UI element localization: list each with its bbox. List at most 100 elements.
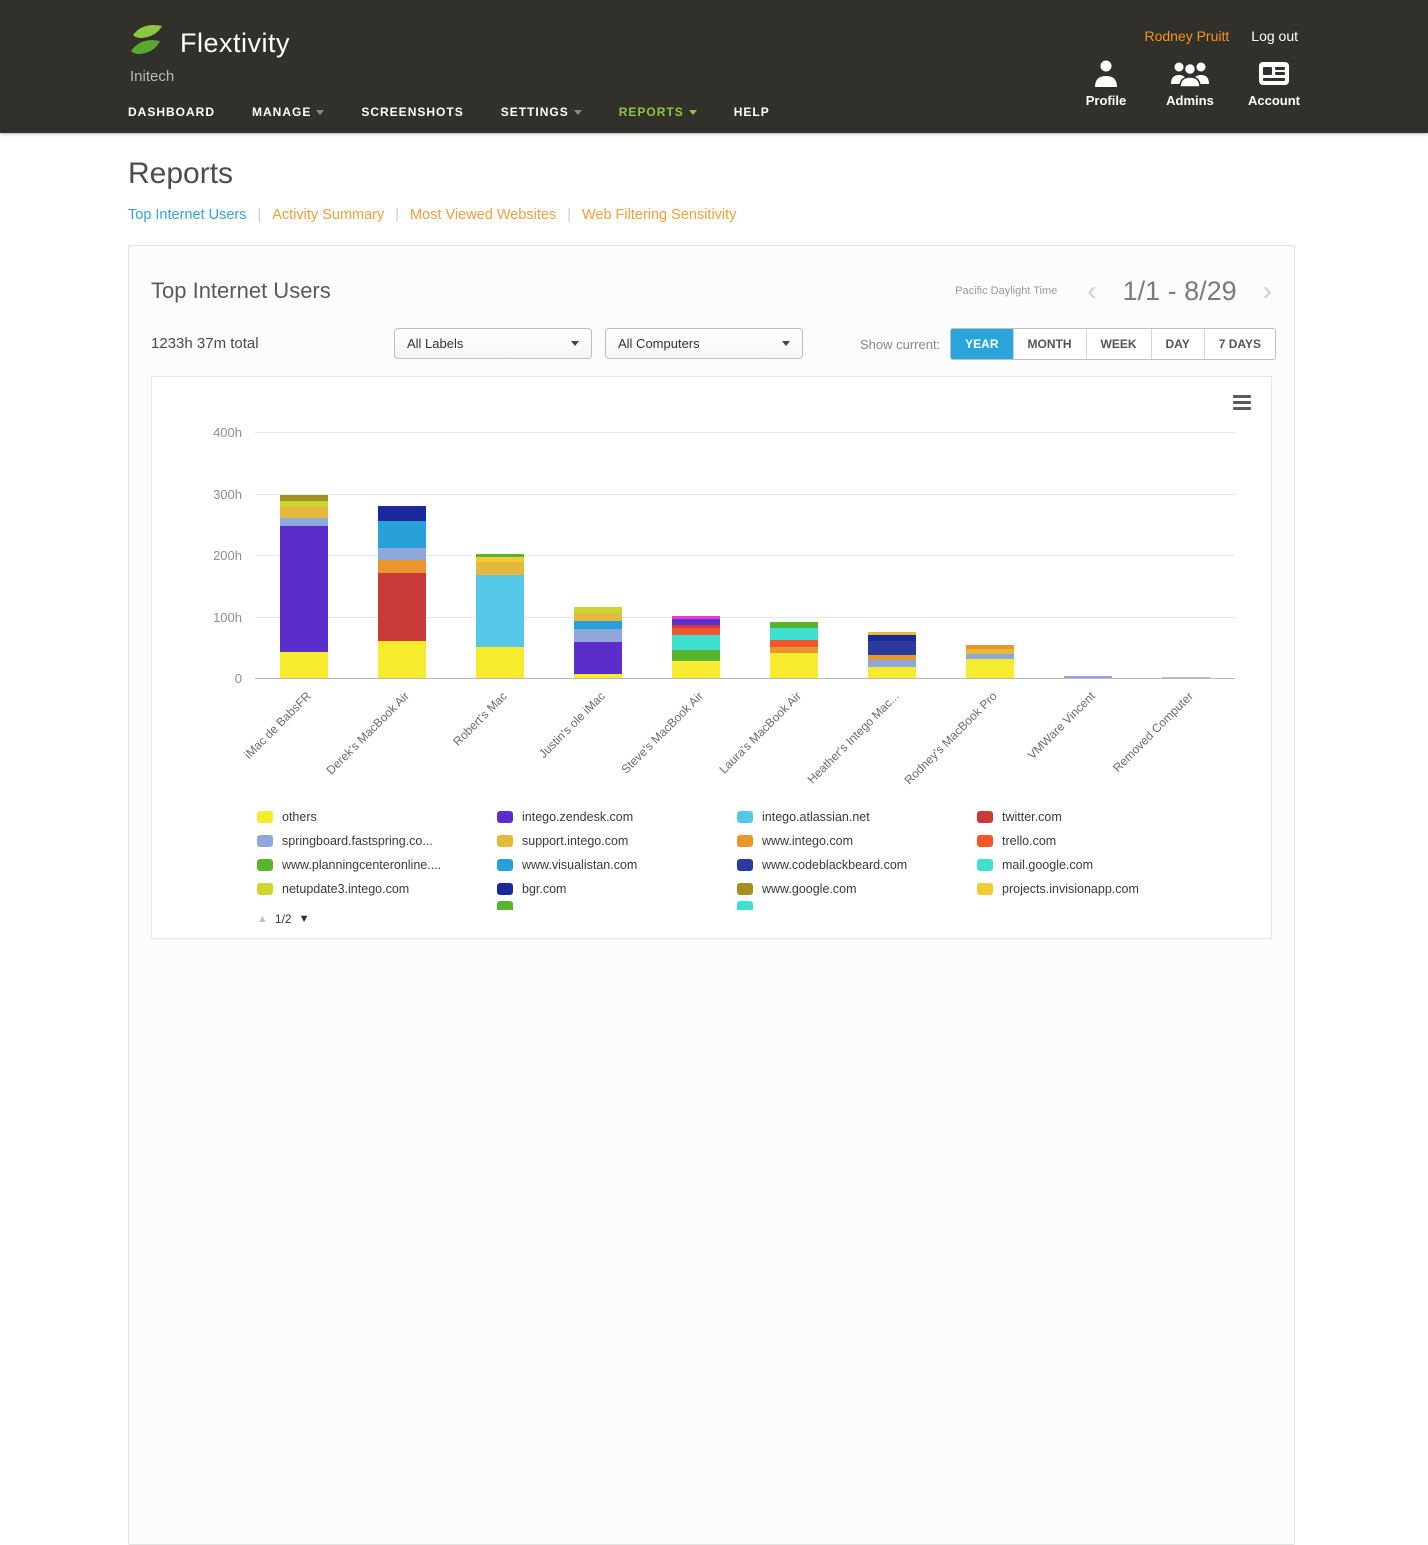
bar-segment-springboard-fastspring-co[interactable] bbox=[966, 654, 1014, 659]
chart-menu-icon[interactable] bbox=[1233, 395, 1251, 413]
bar-segment-springboard-fastspring-co[interactable] bbox=[1064, 676, 1112, 678]
profile-button[interactable]: Profile bbox=[1078, 58, 1134, 108]
logout-link[interactable]: Log out bbox=[1251, 28, 1298, 44]
bar-removed-computer[interactable] bbox=[1162, 677, 1210, 678]
bar-robert-s-mac[interactable] bbox=[476, 553, 524, 678]
bar-segment-www-intego-com[interactable] bbox=[966, 645, 1014, 650]
admins-button[interactable]: Admins bbox=[1162, 58, 1218, 108]
legend-up-arrow-icon[interactable]: ▲ bbox=[257, 913, 268, 925]
legend-down-arrow-icon[interactable]: ▼ bbox=[298, 913, 310, 925]
bar-segment-trello-com[interactable] bbox=[672, 628, 720, 635]
bar-segment-other[interactable] bbox=[1162, 677, 1210, 678]
legend-item-projects-invisionapp-com[interactable]: projects.invisionapp.com bbox=[977, 877, 1217, 901]
bar-segment-springboard-fastspring-co[interactable] bbox=[574, 629, 622, 643]
bar-segment-www-codeblackbeard-com[interactable] bbox=[868, 641, 916, 656]
bar-segment-www-visualistan-com[interactable] bbox=[378, 520, 426, 549]
nav-item-help[interactable]: HELP bbox=[733, 105, 770, 119]
bar-segment-bgr-com[interactable] bbox=[868, 634, 916, 642]
subnav-most-viewed-websites[interactable]: Most Viewed Websites bbox=[410, 207, 557, 223]
subnav-top-internet-users[interactable]: Top Internet Users bbox=[128, 207, 247, 223]
bar-segment-springboard-fastspring-co[interactable] bbox=[378, 548, 426, 560]
range-button-week[interactable]: WEEK bbox=[1085, 329, 1151, 359]
range-button-year[interactable]: YEAR bbox=[951, 329, 1013, 359]
bar-segment-projects-invisionapp-com[interactable] bbox=[476, 556, 524, 562]
bar-segment-others[interactable] bbox=[574, 674, 622, 678]
account-button[interactable]: Account bbox=[1246, 58, 1302, 108]
legend-item-intego-atlassian-net[interactable]: intego.atlassian.net bbox=[737, 805, 977, 829]
legend-item-www-codeblackbeard-com[interactable]: www.codeblackbeard.com bbox=[737, 853, 977, 877]
bar-segment-others[interactable] bbox=[476, 647, 524, 678]
legend-item-www-visualistan-com[interactable]: www.visualistan.com bbox=[497, 853, 737, 877]
bar-segment-others[interactable] bbox=[966, 658, 1014, 678]
subnav-activity-summary[interactable]: Activity Summary bbox=[272, 207, 385, 223]
bar-segment-www-planningcenteronline[interactable] bbox=[672, 649, 720, 662]
bar-vmware-vincent[interactable] bbox=[1064, 676, 1112, 678]
bar-segment-others[interactable] bbox=[868, 666, 916, 678]
labels-filter-select[interactable]: All Labels bbox=[394, 328, 592, 359]
bar-segment-mail-google-com[interactable] bbox=[770, 628, 818, 640]
chevron-left-icon[interactable]: ‹ bbox=[1087, 275, 1097, 306]
bar-segment-support-intego-com[interactable] bbox=[574, 613, 622, 622]
chevron-right-icon[interactable]: › bbox=[1262, 275, 1272, 306]
bar-justin-s-ole-imac[interactable] bbox=[574, 606, 622, 678]
bar-segment-netupdate3-intego-com[interactable] bbox=[574, 606, 622, 614]
legend-item-twitter-com[interactable]: twitter.com bbox=[977, 805, 1217, 829]
brand[interactable]: Flextivity bbox=[126, 22, 290, 65]
legend-item-trello-com[interactable]: trello.com bbox=[977, 829, 1217, 853]
legend-item-springboard-fastspring-co[interactable]: springboard.fastspring.co... bbox=[257, 829, 497, 853]
bar-segment-others[interactable] bbox=[280, 652, 328, 678]
bar-laura-s-macbook-air[interactable] bbox=[770, 621, 818, 678]
nav-item-screenshots[interactable]: SCREENSHOTS bbox=[361, 105, 464, 119]
bar-segment-support-intego-com[interactable] bbox=[476, 561, 524, 575]
nav-item-reports[interactable]: REPORTS bbox=[619, 105, 697, 119]
bar-segment-www-intego-com[interactable] bbox=[868, 655, 916, 661]
bar-segment-twitter-com[interactable] bbox=[378, 572, 426, 641]
bar-heather-s-intego-mac[interactable] bbox=[868, 631, 916, 678]
nav-item-manage[interactable]: MANAGE bbox=[252, 105, 325, 119]
bar-segment-others[interactable] bbox=[770, 653, 818, 678]
bar-segment-bgr-com[interactable] bbox=[378, 505, 426, 521]
legend-item-others[interactable]: others bbox=[257, 805, 497, 829]
bar-steve-s-macbook-air[interactable] bbox=[672, 615, 720, 678]
bar-segment-springboard-fastspring-co[interactable] bbox=[280, 518, 328, 527]
subnav-web-filtering-sensitivity[interactable]: Web Filtering Sensitivity bbox=[581, 207, 737, 223]
legend-item-www-google-com[interactable]: www.google.com bbox=[737, 877, 977, 901]
range-button-month[interactable]: MONTH bbox=[1012, 329, 1086, 359]
legend-item-www-planningcenteronline[interactable]: www.planningcenteronline.... bbox=[257, 853, 497, 877]
bar-segment-support-intego-com[interactable] bbox=[280, 507, 328, 519]
bar-imac-de-babsfr[interactable] bbox=[280, 494, 328, 678]
bar-segment-intego-zendesk-com[interactable] bbox=[574, 642, 622, 675]
bar-segment-support-intego-com[interactable] bbox=[966, 649, 1014, 655]
bar-segment-intego-atlassian-net[interactable] bbox=[476, 574, 524, 648]
bar-segment-www-intego-com[interactable] bbox=[378, 559, 426, 573]
range-button-7-days[interactable]: 7 DAYS bbox=[1203, 329, 1275, 359]
bar-segment-netupdate3-intego-com[interactable] bbox=[280, 500, 328, 508]
bar-segment-intego-zendesk-com[interactable] bbox=[280, 526, 328, 653]
bar-segment-other[interactable] bbox=[672, 615, 720, 619]
nav-item-settings[interactable]: SETTINGS bbox=[501, 105, 582, 119]
legend-item-support-intego-com[interactable]: support.intego.com bbox=[497, 829, 737, 853]
bar-segment-trello-com[interactable] bbox=[770, 639, 818, 647]
bar-segment-springboard-fastspring-co[interactable] bbox=[868, 660, 916, 667]
legend-item-netupdate3-intego-com[interactable]: netupdate3.intego.com bbox=[257, 877, 497, 901]
bar-segment-www-planningcenteronline[interactable] bbox=[476, 553, 524, 557]
legend-item-mail-google-com[interactable]: mail.google.com bbox=[977, 853, 1217, 877]
nav-item-dashboard[interactable]: DASHBOARD bbox=[128, 105, 215, 119]
bar-rodney-s-macbook-pro[interactable] bbox=[966, 645, 1014, 678]
legend-item-bgr-com[interactable]: bgr.com bbox=[497, 877, 737, 901]
bar-segment-support-intego-com[interactable] bbox=[868, 631, 916, 635]
bar-segment-others[interactable] bbox=[672, 661, 720, 678]
bar-segment-www-google-com[interactable] bbox=[280, 494, 328, 501]
legend-item-www-intego-com[interactable]: www.intego.com bbox=[737, 829, 977, 853]
bar-segment-www-visualistan-com[interactable] bbox=[574, 621, 622, 630]
bar-segment-twitter-com[interactable] bbox=[672, 625, 720, 629]
user-link[interactable]: Rodney Pruitt bbox=[1144, 28, 1230, 44]
bar-derek-s-macbook-air[interactable] bbox=[378, 505, 426, 678]
range-button-day[interactable]: DAY bbox=[1150, 329, 1204, 359]
bar-segment-intego-zendesk-com[interactable] bbox=[672, 618, 720, 626]
bar-segment-www-planningcenteronline[interactable] bbox=[770, 621, 818, 629]
bar-segment-www-intego-com[interactable] bbox=[770, 646, 818, 654]
legend-item-intego-zendesk-com[interactable]: intego.zendesk.com bbox=[497, 805, 737, 829]
bar-segment-others[interactable] bbox=[378, 640, 426, 678]
bar-segment-mail-google-com[interactable] bbox=[672, 634, 720, 650]
